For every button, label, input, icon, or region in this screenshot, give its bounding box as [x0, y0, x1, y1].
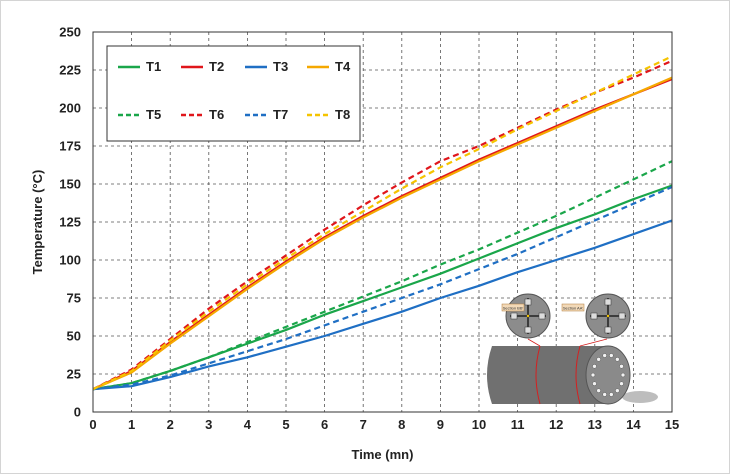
x-tick-labels: 0 1 2 3 4 5 6 7 8 9 10 11 12 13 14 15 [89, 417, 679, 432]
leader-aa [579, 338, 608, 347]
y-tick-label: 125 [59, 215, 81, 230]
end-face-hole [609, 353, 614, 358]
y-tick-label: 200 [59, 101, 81, 116]
x-tick-label: 9 [437, 417, 444, 432]
y-tick-label: 100 [59, 253, 81, 268]
end-face-hole [609, 392, 614, 397]
end-face-hole [596, 357, 601, 362]
y-tick-labels: 0 25 50 75 100 125 150 175 200 225 250 [59, 25, 81, 420]
x-tick-label: 10 [472, 417, 486, 432]
end-face-hole [596, 388, 601, 393]
y-tick-label: 225 [59, 63, 81, 78]
legend-label-t2: T2 [209, 59, 224, 74]
cylinder-body [487, 346, 608, 404]
x-tick-label: 11 [511, 417, 525, 432]
y-tick-label: 25 [67, 367, 81, 382]
cylinder-schematic-inset: Section BB' Section AA' [487, 293, 658, 405]
x-tick-label: 5 [282, 417, 289, 432]
y-axis-label: Temperature (°C) [30, 170, 45, 275]
section-bb-tag [501, 303, 525, 312]
x-tick-label: 14 [626, 417, 641, 432]
end-face-hole [602, 392, 607, 397]
series-lines [92, 55, 673, 391]
end-face-hole [619, 381, 624, 386]
section-bb-label: Section BB' [503, 306, 524, 311]
section-aa-label: Section AA' [563, 306, 584, 311]
x-tick-label: 13 [588, 417, 602, 432]
series-line-t4 [92, 76, 673, 391]
leader-bb [527, 338, 541, 347]
legend: T1 T2 T3 T4 T5 T6 T7 T8 [106, 45, 361, 142]
end-face-hole [592, 381, 597, 386]
x-tick-label: 4 [244, 417, 252, 432]
series-line-t8 [92, 55, 673, 391]
legend-label-t4: T4 [335, 59, 351, 74]
x-tick-label: 6 [321, 417, 328, 432]
y-tick-label: 175 [59, 139, 81, 154]
series-line-t2 [92, 78, 673, 391]
y-tick-label: 0 [74, 405, 81, 420]
y-tick-label: 50 [67, 329, 81, 344]
end-face-hole [619, 364, 624, 369]
end-face-holes [590, 353, 626, 397]
x-tick-label: 12 [549, 417, 563, 432]
y-tick-label: 150 [59, 177, 81, 192]
x-tick-label: 2 [167, 417, 174, 432]
y-tick-label: 250 [59, 25, 81, 40]
series-line-t5 [92, 160, 673, 391]
end-face-hole [602, 353, 607, 358]
legend-label-t7: T7 [273, 107, 288, 122]
x-axis-label: Time (mn) [352, 447, 414, 462]
end-face-hole [620, 372, 626, 378]
end-face-hole [590, 372, 596, 378]
legend-label-t6: T6 [209, 107, 224, 122]
x-tick-label: 0 [89, 417, 96, 432]
end-face-hole [615, 357, 620, 362]
x-tick-label: 3 [205, 417, 212, 432]
legend-label-t3: T3 [273, 59, 288, 74]
cylinder-shadow [622, 391, 658, 403]
legend-box [106, 45, 361, 142]
legend-label-t1: T1 [146, 59, 161, 74]
section-cut-aa [575, 345, 581, 405]
section-aa-disc [585, 293, 631, 339]
series-line-t3 [92, 219, 673, 391]
x-tick-label: 15 [665, 417, 679, 432]
section-bb-disc [505, 293, 551, 339]
legend-label-t5: T5 [146, 107, 161, 122]
x-tick-label: 8 [398, 417, 405, 432]
section-aa-tag [561, 303, 585, 312]
end-face-hole [592, 364, 597, 369]
plot-area-border [92, 31, 673, 413]
x-tick-label: 7 [360, 417, 367, 432]
end-face-hole [615, 388, 620, 393]
section-cut-bb [535, 345, 541, 405]
legend-label-t8: T8 [335, 107, 350, 122]
y-tick-label: 75 [67, 291, 81, 306]
x-tick-label: 1 [128, 417, 135, 432]
series-line-t7 [92, 186, 673, 391]
